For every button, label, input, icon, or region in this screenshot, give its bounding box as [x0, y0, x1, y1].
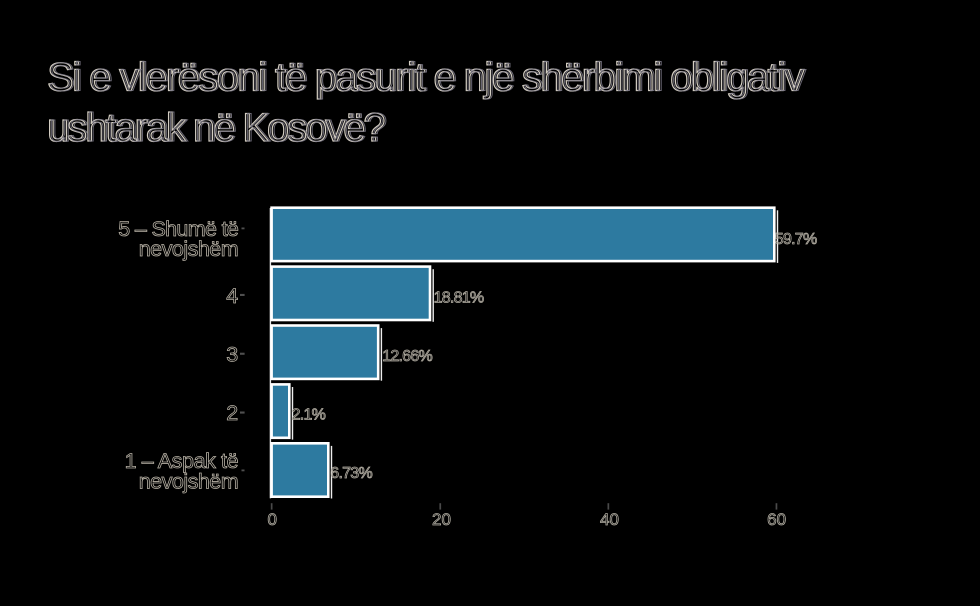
svg-text:20: 20: [432, 510, 451, 529]
svg-text:4: 4: [226, 284, 238, 308]
svg-text:6.73%: 6.73%: [330, 465, 372, 482]
svg-text:12.66%: 12.66%: [382, 348, 432, 365]
svg-text:Si e vlerësoni të pasurit e nj: Si e vlerësoni të pasurit e një shërbimi…: [47, 56, 804, 100]
svg-text:ushtarak në Kosovë?: ushtarak në Kosovë?: [49, 106, 386, 150]
svg-text:5 – Shumë të: 5 – Shumë të: [118, 217, 238, 241]
svg-text:ushtarak në Kosovë?: ushtarak në Kosovë?: [47, 106, 384, 150]
svg-text:Si e vlerësoni të pasurit e nj: Si e vlerësoni të pasurit e një shërbimi…: [49, 56, 806, 100]
svg-text:1 – Aspak të: 1 – Aspak të: [125, 449, 239, 473]
svg-text:18.81%: 18.81%: [434, 290, 484, 307]
svg-text:nevojshëm: nevojshëm: [139, 237, 238, 261]
svg-text:40: 40: [600, 510, 619, 529]
svg-text:60: 60: [767, 510, 786, 529]
svg-text:0: 0: [267, 510, 276, 529]
svg-text:59.7%: 59.7%: [775, 231, 817, 248]
svg-text:nevojshëm: nevojshëm: [139, 469, 238, 493]
svg-text:3: 3: [226, 343, 238, 367]
svg-text:2.1%: 2.1%: [292, 406, 326, 423]
svg-text:2: 2: [226, 401, 238, 425]
